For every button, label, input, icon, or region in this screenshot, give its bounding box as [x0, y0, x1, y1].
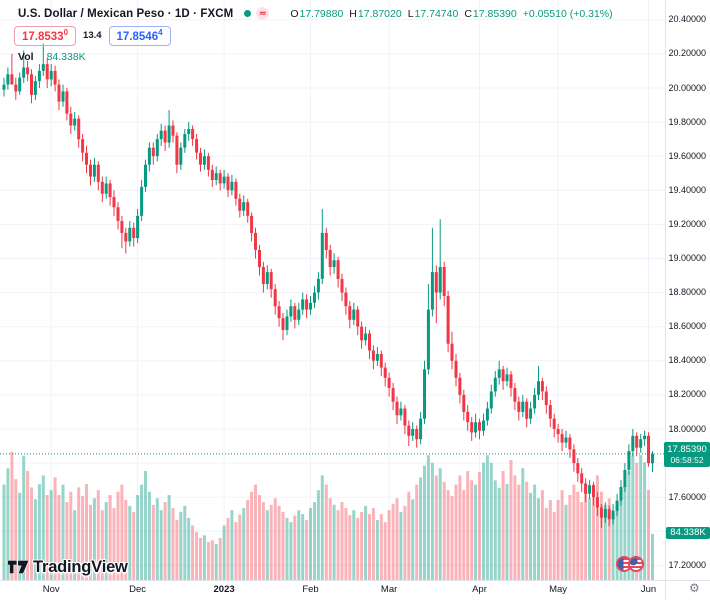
- scale-settings-gear-icon[interactable]: ⚙: [689, 581, 700, 595]
- time-scale[interactable]: Nov Dec 2023 Feb Mar Apr May Jun: [0, 581, 710, 600]
- volume-badge: 84.338K: [666, 527, 710, 539]
- high-value: 17.87020: [357, 7, 402, 20]
- price-tick-label: 18.20000: [668, 389, 706, 400]
- volume-indicator-value: 84.338K: [46, 50, 86, 63]
- tradingview-logo-text: TradingView: [33, 558, 128, 576]
- last-price-value: 17.85390: [667, 444, 707, 455]
- volume-indicator-label[interactable]: Vol: [18, 50, 34, 63]
- low-value: 17.74740: [414, 7, 459, 20]
- price-tick-label: 18.80000: [668, 287, 706, 298]
- time-tick-label: 2023: [213, 584, 235, 595]
- bid-button[interactable]: 17.85330: [14, 26, 77, 46]
- delayed-data-icon[interactable]: ≂: [256, 7, 270, 20]
- mxn-flag-icon: [628, 556, 644, 572]
- price-tick-label: 20.40000: [668, 14, 706, 25]
- chart-legend: U.S. Dollar / Mexican Peso · 1D · FXCM ≂…: [14, 5, 613, 63]
- volume-badge-value: 84.338K: [670, 527, 706, 538]
- tradingview-logo[interactable]: TradingView: [8, 558, 128, 577]
- time-tick-label: Jun: [640, 584, 657, 595]
- tradingview-logo-icon: [8, 560, 29, 574]
- price-tick-label: 18.60000: [668, 321, 706, 332]
- price-tick-label: 17.60000: [668, 491, 706, 502]
- time-tick-label: Nov: [42, 584, 60, 595]
- close-label: C: [464, 7, 472, 20]
- price-tick-label: 18.40000: [668, 355, 706, 366]
- open-value: 17.79880: [299, 7, 344, 20]
- price-tick-label: 19.80000: [668, 116, 706, 127]
- spread-value: 13.4: [83, 30, 102, 42]
- time-tick-label: May: [549, 584, 568, 595]
- bar-countdown: 06:58:52: [670, 455, 704, 465]
- ask-button[interactable]: 17.85464: [108, 26, 171, 46]
- low-label: L: [407, 7, 414, 20]
- close-value: 17.85390: [472, 7, 517, 20]
- price-scale[interactable]: 20.40000 20.20000 20.00000 19.80000 19.60000…: [665, 0, 710, 580]
- currency-flags: [616, 556, 644, 572]
- price-tick-label: 19.60000: [668, 150, 706, 161]
- market-open-icon: [244, 10, 252, 17]
- symbol-title[interactable]: U.S. Dollar / Mexican Peso · 1D · FXCM: [18, 7, 234, 20]
- ohlc-readout: O 17.79880 H 17.87020 L 17.74740 C 17.85390 …: [284, 8, 612, 20]
- open-label: O: [290, 7, 299, 20]
- ask-fraction: 4: [158, 28, 163, 37]
- price-tick-label: 18.00000: [668, 423, 706, 434]
- price-tick-label: 20.20000: [668, 48, 706, 59]
- high-label: H: [349, 7, 357, 20]
- change-value: +0.05510 (+0.31%): [522, 7, 613, 20]
- time-tick-label: Apr: [472, 584, 487, 595]
- price-tick-label: 17.20000: [668, 559, 706, 570]
- price-tick-label: 19.20000: [668, 218, 706, 229]
- price-tick-label: 20.00000: [668, 82, 706, 93]
- time-tick-label: Dec: [129, 584, 147, 595]
- price-tick-label: 19.40000: [668, 184, 706, 195]
- time-tick-label: Feb: [302, 584, 319, 595]
- time-tick-label: Mar: [380, 584, 398, 595]
- bid-fraction: 0: [63, 28, 69, 37]
- last-price-badge: 17.85390 06:58:52: [664, 442, 710, 467]
- price-tick-label: 19.00000: [668, 253, 706, 263]
